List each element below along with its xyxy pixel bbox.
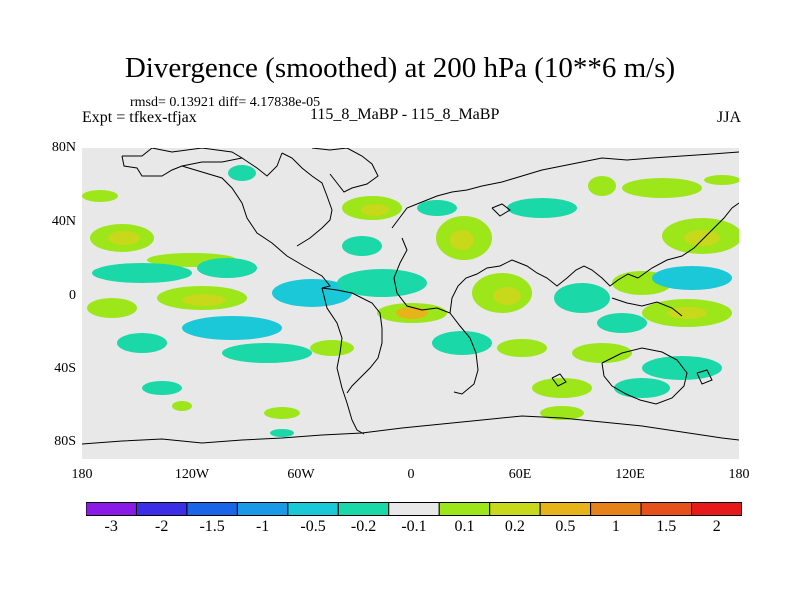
colorbar-swatch <box>489 502 541 516</box>
y-tick-label: 40S <box>54 361 76 376</box>
colorbar-label: 1 <box>611 518 620 535</box>
colorbar-label: -3 <box>104 518 118 535</box>
season-label: JJA <box>716 109 741 126</box>
colorbar-swatch <box>691 502 742 516</box>
y-tick-label: 80N <box>51 140 76 155</box>
colorbar-label: 0.5 <box>555 518 576 535</box>
x-tick-label: 120E <box>615 467 645 482</box>
colorbar-swatch <box>539 502 592 516</box>
stats-text: rmsd= 0.13921 diff= 4.17838e-05 <box>130 95 321 110</box>
colorbar-swatch <box>186 502 238 516</box>
chart-title: Divergence (smoothed) at 200 hPa (10**6 … <box>124 52 676 84</box>
colorbar-swatch <box>337 502 390 516</box>
x-tick-label: 60W <box>287 467 315 482</box>
colorbar-label: -0.5 <box>300 518 326 535</box>
colorbar-label: -1.5 <box>199 518 225 535</box>
colorbar-label: 0.2 <box>504 518 525 535</box>
colorbar-swatch <box>388 502 440 516</box>
colorbar-swatch <box>438 502 491 516</box>
colorbar <box>86 502 742 516</box>
colorbar-swatch <box>135 502 188 516</box>
colorbar-swatch <box>590 502 642 516</box>
colorbar-swatch <box>287 502 339 516</box>
x-tick-label: 0 <box>407 467 415 482</box>
colorbar-label: -1 <box>255 518 270 535</box>
colorbar-label: 0.1 <box>454 518 475 535</box>
colorbar-swatch <box>640 502 693 516</box>
colorbar-swatch <box>86 502 137 516</box>
colorbar-label: -2 <box>155 518 169 535</box>
y-tick-label: 40N <box>51 214 76 229</box>
x-tick-label: 120W <box>174 467 210 482</box>
colorbar-swatch <box>236 502 289 516</box>
x-tick-label: 60E <box>508 467 532 482</box>
divergence-field <box>82 165 739 437</box>
x-tick-label: 180 <box>71 467 93 482</box>
colorbar-label: -0.1 <box>401 518 427 535</box>
divergence-map <box>82 148 739 459</box>
case-label: 115_8_MaBP - 115_8_MaBP <box>310 106 500 123</box>
y-tick-label: 0 <box>69 288 76 303</box>
colorbar-label: 2 <box>712 518 721 535</box>
x-tick-label: 180 <box>728 467 750 482</box>
colorbar-label: -0.2 <box>350 518 377 535</box>
experiment-label: Expt = tfkex-tfjax <box>82 109 197 126</box>
y-tick-label: 80S <box>54 434 76 449</box>
coastlines <box>82 148 739 445</box>
colorbar-label: 1.5 <box>656 518 677 535</box>
